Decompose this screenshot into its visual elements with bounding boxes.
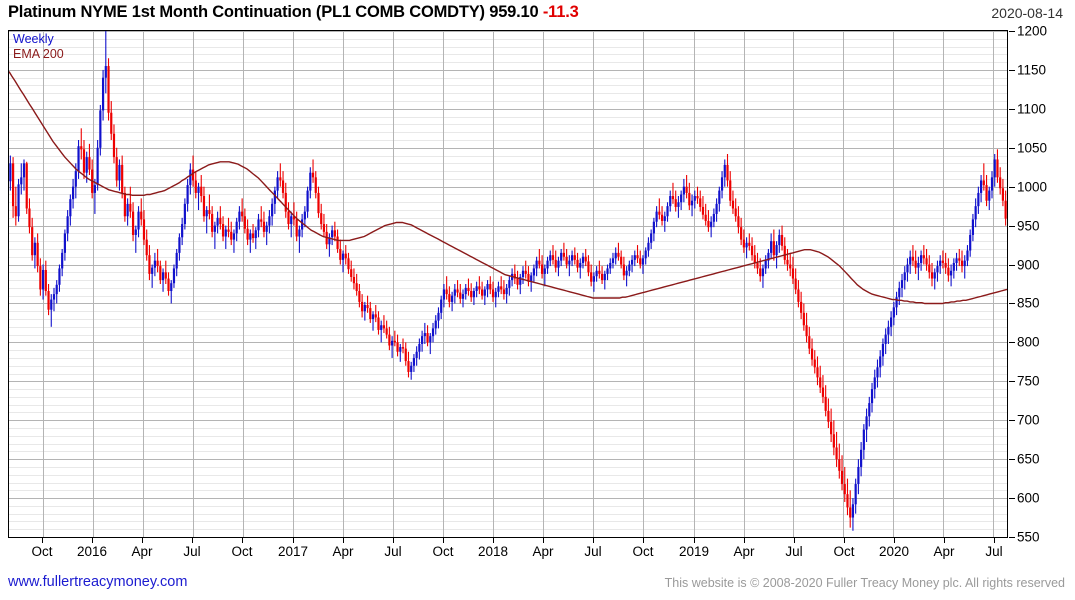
y-axis-tick-mark [1009, 31, 1015, 32]
x-axis-tick-mark [894, 538, 895, 543]
x-axis-tick-label: Apr [332, 544, 354, 559]
y-axis-tick-label: 1050 [1017, 140, 1048, 156]
y-axis-tick-mark [1009, 264, 1015, 266]
x-axis-tick-mark [643, 538, 644, 543]
y-axis-tick-label: 700 [1017, 412, 1040, 428]
y-axis-tick-mark [1009, 459, 1015, 461]
y-axis: 1200 1150 1100 1050 1000 950 900 850 800 750 700 65… [1009, 24, 1075, 545]
y-axis-tick-mark [1009, 303, 1015, 305]
x-axis-tick-label: Jul [584, 544, 602, 559]
x-axis-tick-label: Apr [131, 544, 153, 559]
y-axis-tick-label: 1200 [1017, 23, 1048, 39]
as-of-date: 2020-08-14 [991, 5, 1063, 21]
y-axis-tick-label: 600 [1017, 490, 1040, 506]
x-axis-tick-label: Oct [432, 544, 454, 559]
y-axis-tick-mark [1009, 420, 1015, 422]
y-axis-tick-label: 550 [1017, 529, 1040, 545]
x-axis-tick-label: 2016 [76, 544, 108, 559]
x-axis-tick-mark [744, 538, 745, 543]
x-axis-tick-mark [944, 538, 945, 543]
x-axis-tick-label: 2020 [878, 544, 910, 559]
chart-footer: www.fullertreacymoney.com This website i… [0, 572, 1075, 600]
y-axis-tick-mark [1009, 225, 1015, 227]
page-title: Platinum NYME 1st Month Continuation (PL… [8, 3, 579, 22]
x-axis: Oct 2016 Apr Jul Oct 2017 Apr Jul Oct 2018 Apr Jul O… [8, 538, 1008, 564]
x-axis-tick-mark [242, 538, 243, 543]
x-axis-tick-mark [994, 538, 995, 543]
y-axis-tick-label: 800 [1017, 334, 1040, 350]
y-axis-tick-label: 1100 [1017, 101, 1047, 117]
x-axis-tick-mark [343, 538, 344, 543]
x-axis-tick-label: Apr [733, 544, 755, 559]
x-axis-tick-mark [794, 538, 795, 543]
x-axis-tick-label: Apr [532, 544, 554, 559]
x-axis-tick-mark [694, 538, 695, 543]
y-axis-tick-label: 950 [1017, 218, 1040, 234]
y-axis-tick-mark [1009, 69, 1015, 71]
price-change: -11.3 [542, 3, 579, 21]
y-axis-tick-label: 750 [1017, 373, 1040, 389]
y-axis-tick-label: 850 [1017, 295, 1040, 311]
chart-header: Platinum NYME 1st Month Continuation (PL… [0, 0, 1075, 28]
x-axis-tick-mark [393, 538, 394, 543]
x-axis-tick-mark [42, 538, 43, 543]
y-axis-tick-mark [1009, 381, 1015, 383]
y-axis-tick-mark [1009, 498, 1015, 500]
y-axis-tick-label: 1150 [1017, 62, 1047, 78]
x-axis-tick-mark [192, 538, 193, 543]
x-axis-tick-label: 2017 [277, 544, 309, 559]
x-axis-tick-label: Oct [833, 544, 855, 559]
legend-item-weekly: Weekly [13, 32, 54, 46]
x-axis-tick-mark [142, 538, 143, 543]
chart-series-layer [9, 31, 1007, 531]
y-axis-tick-label: 900 [1017, 257, 1040, 273]
x-axis-tick-label: Oct [231, 544, 253, 559]
x-axis-tick-label: 2019 [678, 544, 710, 559]
instrument-title: Platinum NYME 1st Month Continuation (PL… [8, 3, 539, 21]
x-axis-tick-mark [593, 538, 594, 543]
x-axis-tick-label: 2018 [477, 544, 509, 559]
copyright-notice: This website is © 2008-2020 Fuller Treac… [664, 576, 1065, 590]
x-axis-tick-label: Jul [985, 544, 1003, 559]
y-axis-tick-mark [1009, 537, 1015, 538]
chart-plot-area[interactable]: Weekly EMA 200 [8, 30, 1008, 538]
chart-canvas [9, 31, 1007, 537]
y-axis-tick-mark [1009, 147, 1015, 149]
x-axis-tick-label: Apr [933, 544, 955, 559]
y-axis-tick-mark [1009, 342, 1015, 344]
y-axis-tick-label: 650 [1017, 451, 1040, 467]
y-axis-tick-mark [1009, 186, 1015, 188]
x-axis-tick-label: Jul [785, 544, 803, 559]
x-axis-tick-label: Oct [632, 544, 654, 559]
y-axis-tick-label: 1000 [1017, 179, 1048, 195]
legend-item-ema200: EMA 200 [13, 47, 64, 61]
x-axis-tick-label: Jul [183, 544, 201, 559]
x-axis-tick-mark [443, 538, 444, 543]
x-axis-tick-mark [293, 538, 294, 543]
x-axis-tick-mark [543, 538, 544, 543]
x-axis-tick-label: Jul [384, 544, 402, 559]
y-axis-tick-mark [1009, 108, 1015, 110]
x-axis-tick-mark [493, 538, 494, 543]
site-url-link[interactable]: www.fullertreacymoney.com [8, 574, 188, 590]
x-axis-tick-mark [92, 538, 93, 543]
chart-legend: Weekly EMA 200 [13, 32, 64, 62]
x-axis-tick-mark [844, 538, 845, 543]
x-axis-tick-label: Oct [31, 544, 53, 559]
